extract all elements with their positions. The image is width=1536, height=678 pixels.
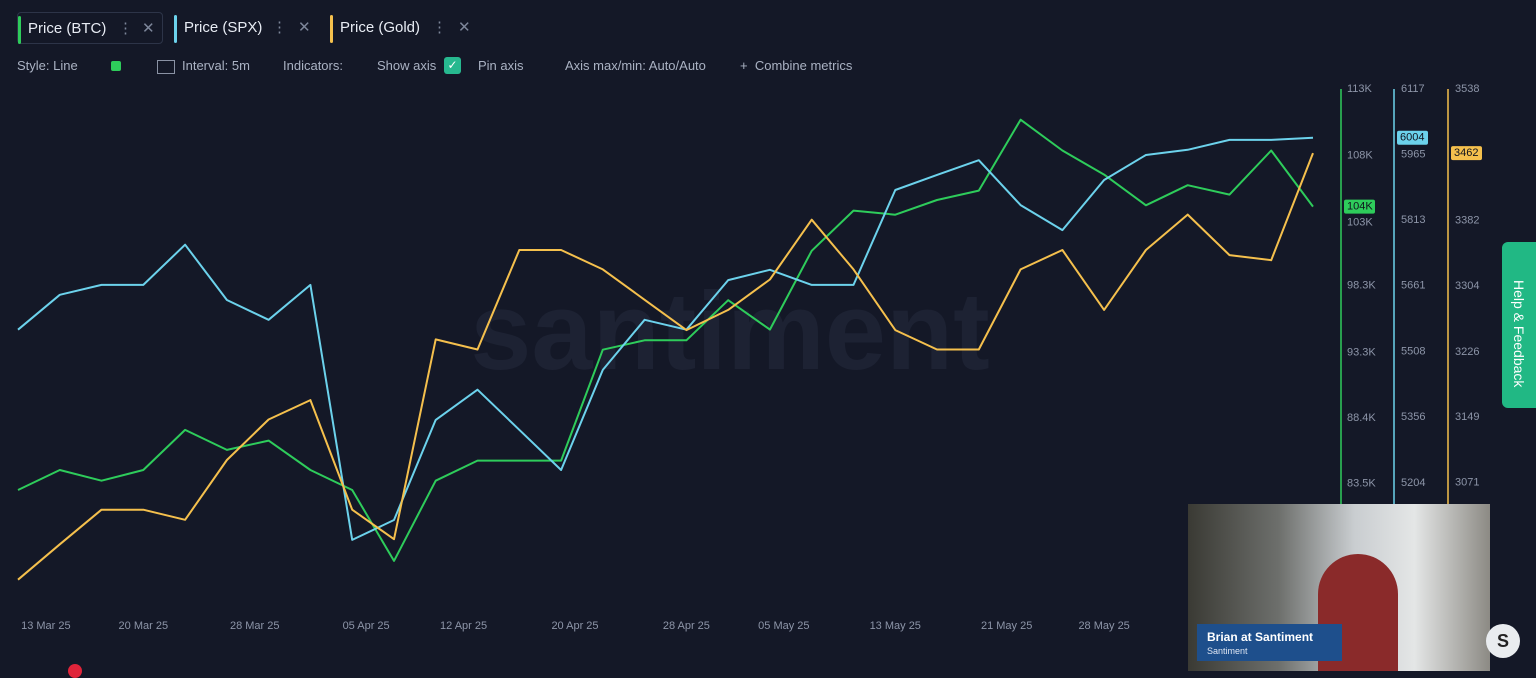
x-tick-label: 05 Apr 25	[343, 620, 390, 632]
interval-select[interactable]: Interval: 5m	[182, 58, 250, 73]
last-value-label: 3462	[1454, 147, 1478, 159]
y-tick-label: 5204	[1401, 477, 1425, 489]
combine-label: Combine metrics	[754, 58, 853, 73]
x-tick-label: 13 Mar 25	[21, 620, 71, 632]
series-line	[17, 118, 1314, 562]
x-tick-label: 28 Apr 25	[663, 620, 710, 632]
last-value-label: 104K	[1347, 201, 1373, 213]
close-icon[interactable]: ✕	[142, 20, 155, 37]
menu-icon[interactable]: ⋮	[272, 19, 287, 36]
x-tick-label: 20 Apr 25	[551, 620, 598, 632]
name-plate: Brian at Santiment Santiment	[1197, 624, 1342, 661]
x-tick-label: 05 May 25	[758, 620, 809, 632]
record-dot	[68, 664, 82, 678]
y-tick-label: 5965	[1401, 148, 1425, 160]
interval-icon	[157, 60, 175, 74]
y-tick-label: 5813	[1401, 214, 1425, 226]
help-tab[interactable]: Help & Feedback	[1502, 242, 1536, 408]
y-tick-label: 3071	[1455, 477, 1479, 489]
show-axis-label: Show axis	[377, 58, 437, 73]
y-tick-label: 113K	[1347, 83, 1373, 95]
menu-icon[interactable]: ⋮	[118, 20, 133, 37]
y-tick-label: 98.3K	[1347, 279, 1376, 291]
tab[interactable]: Price (SPX) ⋮ ✕	[174, 12, 320, 44]
close-icon[interactable]: ✕	[298, 19, 311, 36]
axis-range-select[interactable]: Axis max/min: Auto/Auto	[565, 58, 706, 73]
pin-axis[interactable]: Pin axis	[478, 58, 524, 73]
y-tick-label: 3382	[1455, 214, 1479, 226]
y-tick-label: 83.5K	[1347, 477, 1376, 489]
last-value-badge	[1397, 130, 1428, 145]
y-tick-label: 5508	[1401, 346, 1425, 358]
tab-color	[330, 15, 333, 43]
x-tick-label: 28 May 25	[1078, 620, 1129, 632]
tab[interactable]: Price (Gold) ⋮ ✕	[330, 12, 476, 44]
x-tick-label: 20 Mar 25	[119, 620, 169, 632]
presenter-org: Santiment	[1207, 646, 1248, 656]
combine-metrics[interactable]: + Combine metrics	[740, 58, 853, 73]
x-tick-label: 13 May 25	[870, 620, 921, 632]
show-axis-checkbox[interactable]: ✓	[444, 57, 461, 74]
y-tick-label: 5356	[1401, 411, 1425, 423]
y-tick-label: 3538	[1455, 83, 1479, 95]
menu-icon[interactable]: ⋮	[432, 19, 447, 36]
x-tick-label: 21 May 25	[981, 620, 1032, 632]
series-line	[17, 152, 1314, 581]
webcam-video: Brian at Santiment Santiment	[1188, 504, 1490, 671]
last-value-badge	[1451, 146, 1482, 161]
santiment-button[interactable]: S	[1486, 624, 1520, 658]
style-select[interactable]: Style: Line	[17, 58, 78, 73]
tab-color	[174, 15, 177, 43]
color-swatch[interactable]	[111, 61, 121, 71]
y-tick-label: 6117	[1401, 83, 1425, 95]
y-tick-label: 3304	[1455, 280, 1479, 292]
presenter-name: Brian at Santiment	[1207, 630, 1314, 644]
tab-color	[18, 16, 21, 44]
last-value-badge	[1344, 199, 1375, 214]
y-tick-label: 93.3K	[1347, 346, 1376, 358]
y-tick-label: 103K	[1347, 217, 1373, 229]
close-icon[interactable]: ✕	[458, 19, 471, 36]
x-tick-label: 28 Mar 25	[230, 620, 280, 632]
series-line	[17, 136, 1314, 541]
tab[interactable]: Price (BTC) ⋮ ✕	[17, 12, 163, 44]
tab-label: Price (SPX)	[184, 19, 263, 36]
last-value-label: 6004	[1400, 132, 1424, 144]
y-tick-label: 5661	[1401, 280, 1425, 292]
x-tick-label: 12 Apr 25	[440, 620, 487, 632]
watermark: santiment	[470, 270, 990, 393]
help-label: Help & Feedback	[1511, 280, 1527, 388]
y-tick-label: 108K	[1347, 150, 1373, 162]
tab-label: Price (Gold)	[340, 19, 421, 36]
y-tick-label: 3149	[1455, 411, 1479, 423]
tab-label: Price (BTC)	[28, 20, 107, 37]
y-tick-label: 88.4K	[1347, 412, 1376, 424]
indicators-select[interactable]: Indicators:	[283, 58, 343, 73]
y-tick-label: 3226	[1455, 346, 1479, 358]
